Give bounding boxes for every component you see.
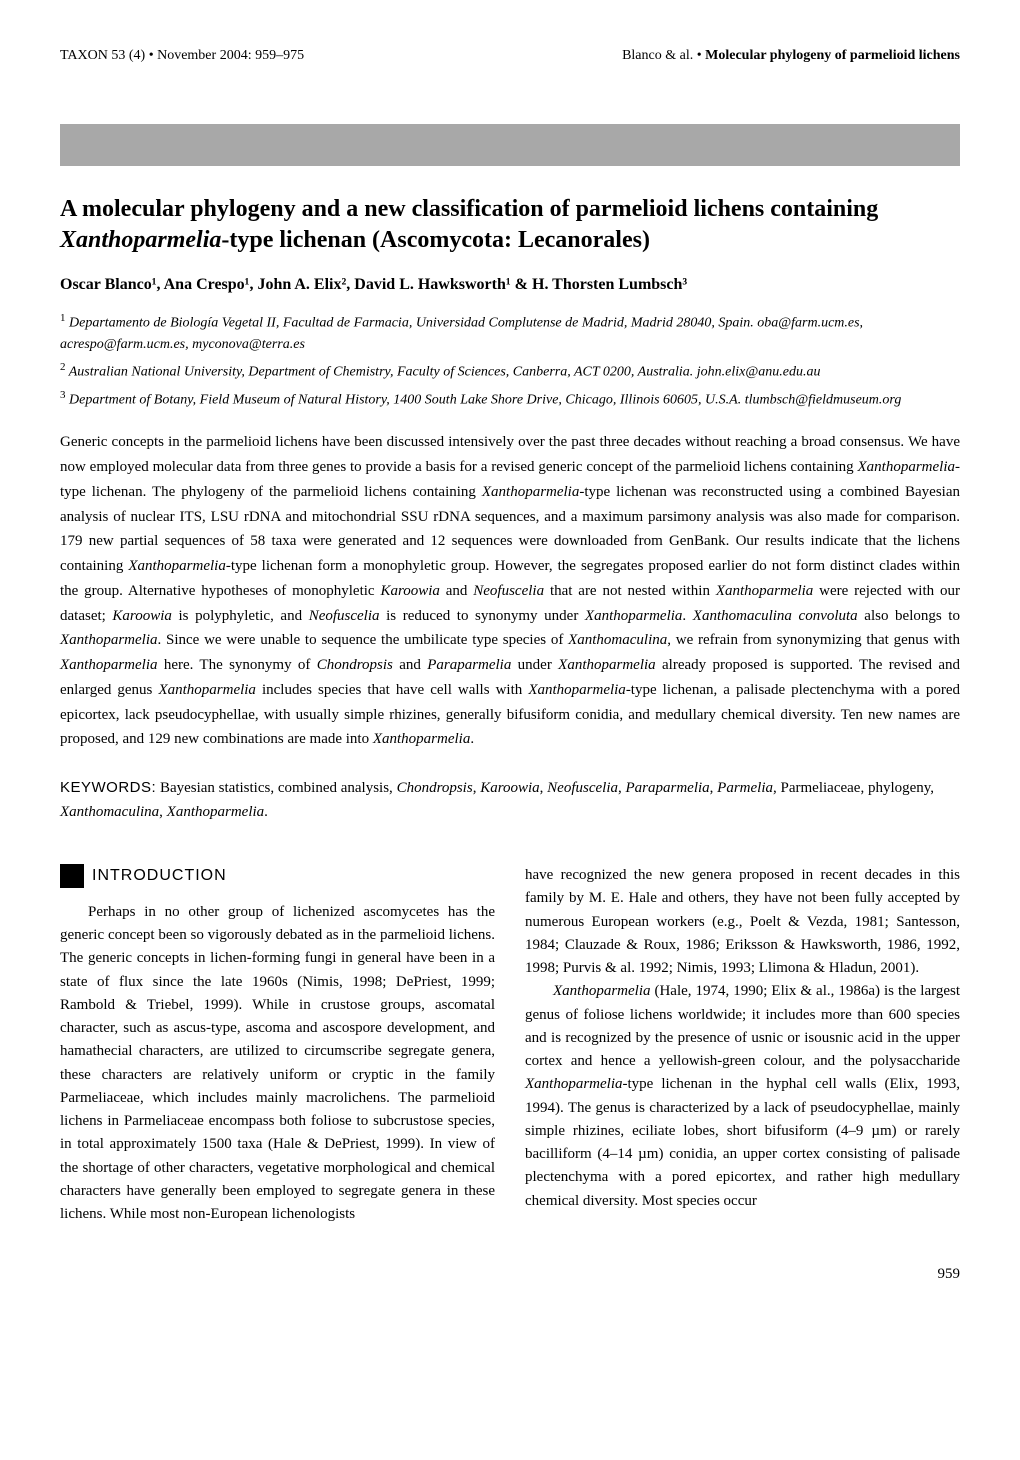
heading-text: INTRODUCTION bbox=[92, 864, 227, 889]
decorative-bar bbox=[60, 124, 960, 166]
affiliation-1: 1 Departamento de Biología Vegetal II, F… bbox=[60, 310, 960, 355]
abstract: Generic concepts in the parmelioid liche… bbox=[60, 430, 960, 752]
header-authors: Blanco & al. • bbox=[622, 48, 705, 63]
affiliation-text-2: Australian National University, Departme… bbox=[66, 365, 821, 380]
page-header: TAXON 53 (4) • November 2004: 959–975 Bl… bbox=[60, 48, 960, 64]
header-title: Molecular phylogeny of parmelioid lichen… bbox=[705, 48, 960, 63]
keywords: KEYWORDS: Bayesian statistics, combined … bbox=[60, 776, 960, 824]
authors: Oscar Blanco¹, Ana Crespo¹, John A. Elix… bbox=[60, 276, 960, 294]
title-part1: A molecular phylogeny and a new classifi… bbox=[60, 196, 878, 222]
affiliation-3: 3 Department of Botany, Field Museum of … bbox=[60, 387, 960, 411]
article-title: A molecular phylogeny and a new classifi… bbox=[60, 194, 960, 256]
keywords-label: KEYWORDS: bbox=[60, 779, 156, 796]
header-left: TAXON 53 (4) • November 2004: 959–975 bbox=[60, 48, 304, 64]
affiliation-text-3: Department of Botany, Field Museum of Na… bbox=[66, 392, 902, 407]
journal-issue: TAXON 53 (4) • November 2004: 959–975 bbox=[60, 48, 304, 63]
heading-square-icon bbox=[60, 864, 84, 888]
right-column: have recognized the new genera proposed … bbox=[525, 864, 960, 1226]
title-italic: Xanthoparmelia bbox=[60, 227, 221, 253]
body-paragraph-1: Perhaps in no other group of lichenized … bbox=[60, 901, 495, 1227]
title-part2: -type lichenan (Ascomycota: Lecanorales) bbox=[221, 227, 650, 253]
left-column: INTRODUCTION Perhaps in no other group o… bbox=[60, 864, 495, 1226]
body-paragraph-2: have recognized the new genera proposed … bbox=[525, 864, 960, 980]
keywords-text: Bayesian statistics, combined analysis, … bbox=[60, 780, 934, 820]
body-paragraph-3: Xanthoparmelia (Hale, 1974, 1990; Elix &… bbox=[525, 980, 960, 1213]
section-heading: INTRODUCTION bbox=[60, 864, 495, 889]
affiliation-2: 2 Australian National University, Depart… bbox=[60, 359, 960, 383]
affiliation-text-1: Departamento de Biología Vegetal II, Fac… bbox=[60, 316, 863, 352]
affiliations: 1 Departamento de Biología Vegetal II, F… bbox=[60, 310, 960, 410]
body-columns: INTRODUCTION Perhaps in no other group o… bbox=[60, 864, 960, 1226]
header-right: Blanco & al. • Molecular phylogeny of pa… bbox=[622, 48, 960, 64]
page-number: 959 bbox=[60, 1266, 960, 1283]
